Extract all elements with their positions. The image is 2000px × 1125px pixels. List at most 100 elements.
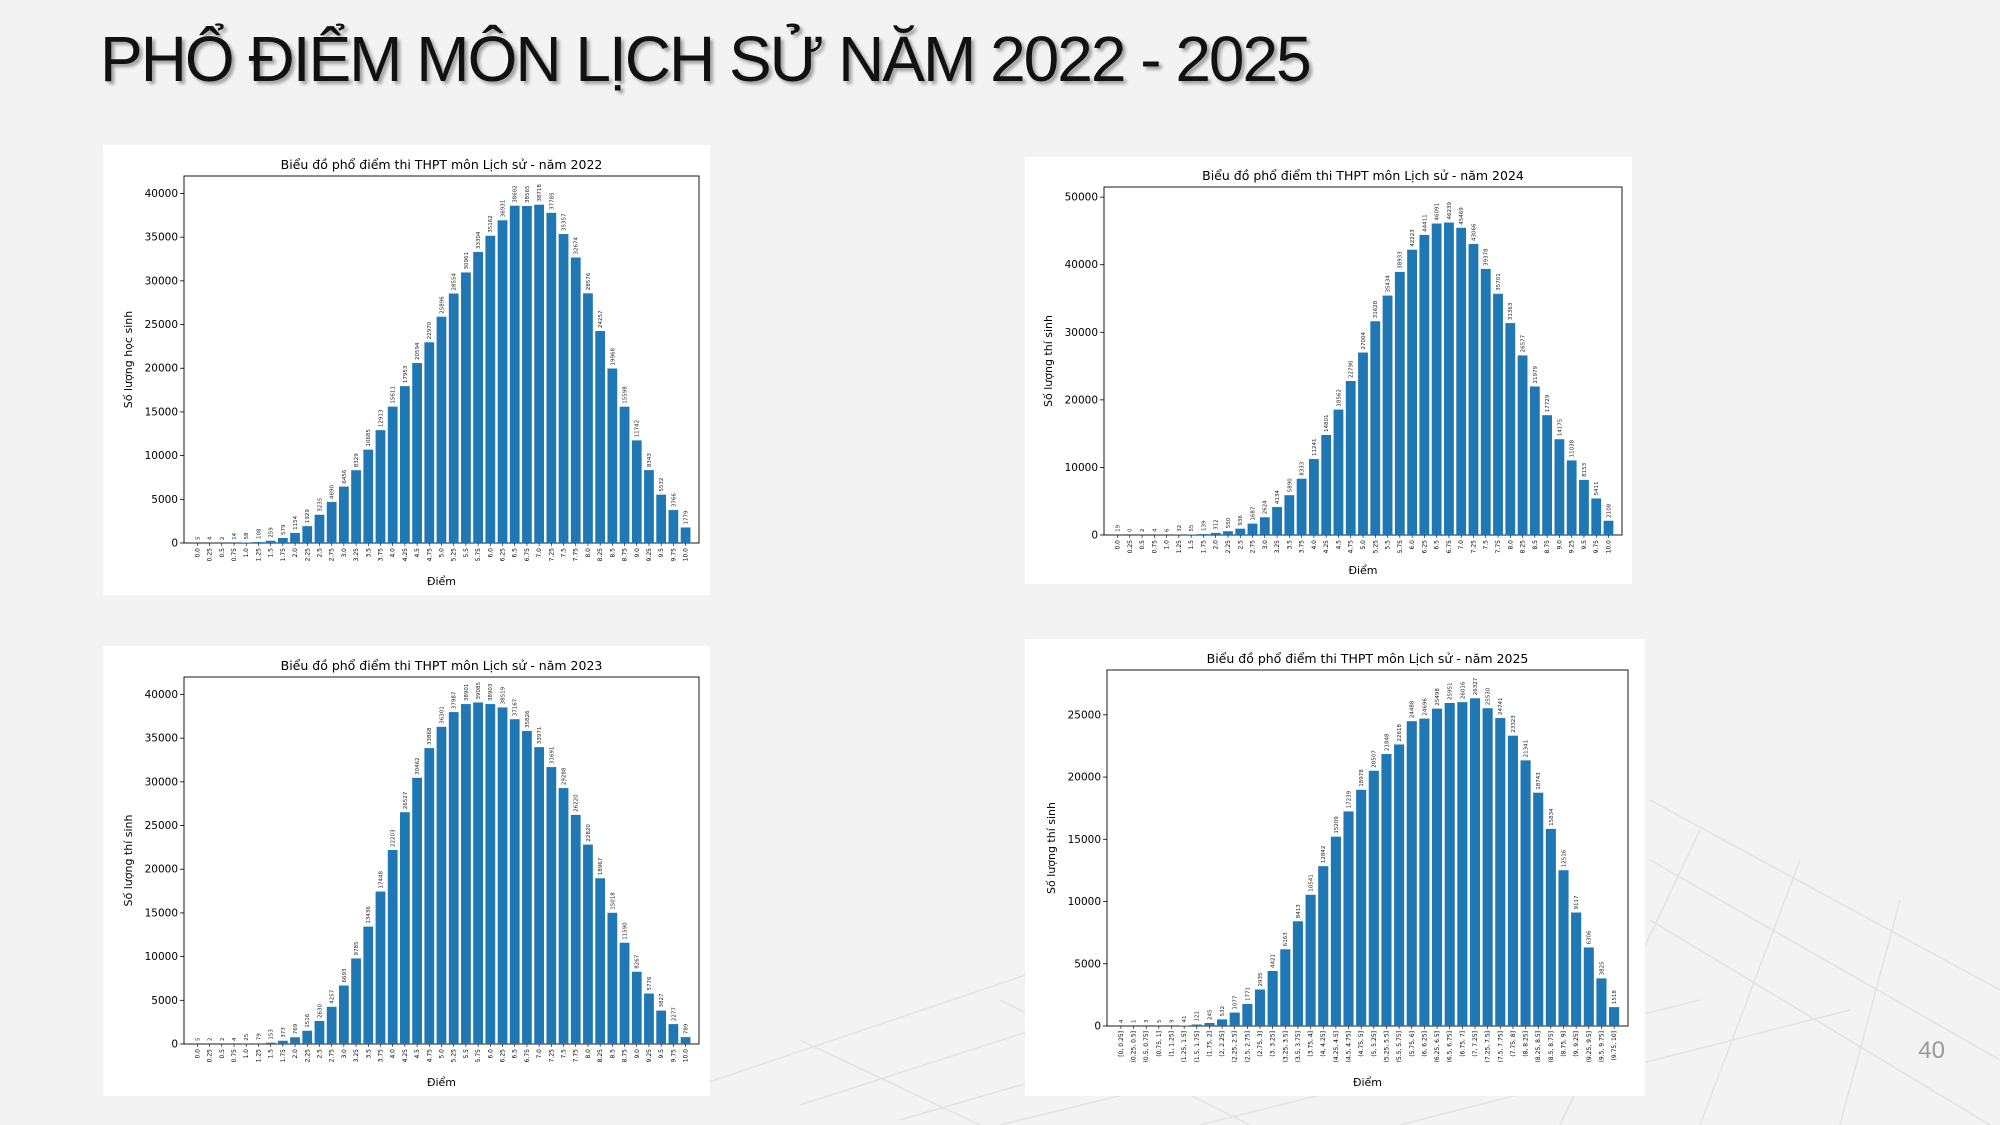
bar-value-label: 2630: [317, 1004, 323, 1018]
x-tick-label: 5.0: [439, 548, 446, 558]
bar-value-label: 6693: [342, 968, 348, 982]
x-tick-label: 5.0: [1360, 540, 1367, 550]
x-tick-label: 9.75: [1593, 540, 1600, 554]
bar-value-label: 1687: [1250, 506, 1256, 520]
bar-value-label: 3827: [659, 993, 665, 1007]
x-tick-label: 1.75: [1200, 540, 1207, 554]
bar-value-label: 28554: [452, 272, 458, 290]
bar-value-label: 30961: [464, 252, 470, 270]
bar: [1419, 718, 1430, 1026]
bar-value-label: 25: [244, 1033, 250, 1040]
y-tick-label: 0: [1094, 1021, 1101, 1033]
bar: [1505, 323, 1516, 535]
bar: [1308, 459, 1319, 535]
y-tick-label: 25000: [145, 319, 178, 331]
bar-value-label: 37785: [549, 192, 555, 210]
x-tick-label: (8.25, 8.5]: [1535, 1031, 1542, 1062]
x-tick-label: 7.75: [573, 1049, 580, 1063]
bar-value-label: 312: [1214, 519, 1220, 530]
bar-value-label: 37987: [452, 691, 458, 709]
bar-value-label: 0: [1128, 528, 1134, 532]
x-tick-label: 1.75: [280, 548, 287, 562]
x-tick-label: (5.5, 5.75]: [1396, 1031, 1403, 1062]
bar: [473, 251, 483, 543]
y-tick-label: 0: [1091, 530, 1098, 542]
bar-value-label: 18562: [1336, 389, 1342, 407]
x-tick-label: 0.5: [219, 548, 226, 558]
x-tick-label: 7.25: [548, 1049, 555, 1063]
bar: [546, 212, 557, 544]
x-tick-label: 6.25: [500, 548, 507, 562]
x-tick-label: (9.5, 9.75]: [1598, 1031, 1605, 1062]
bar: [363, 449, 374, 543]
bar-value-label: 2: [220, 536, 226, 540]
x-tick-label: 7.75: [1495, 540, 1502, 554]
x-tick-label: 8.75: [622, 1049, 629, 1063]
x-tick-label: 8.0: [1507, 540, 1514, 550]
x-tick-label: 7.25: [1470, 540, 1477, 554]
bar: [1480, 268, 1491, 535]
bar: [302, 1030, 313, 1044]
x-tick-label: (2.75, 3]: [1257, 1031, 1264, 1057]
bar-value-label: 21979: [1533, 365, 1539, 383]
x-tick-label: 8.5: [609, 548, 616, 558]
x-tick-label: 5.5: [463, 1049, 470, 1059]
bar: [607, 368, 618, 543]
bar-value-label: 26327: [1473, 677, 1479, 695]
bar-value-label: 1929: [305, 509, 311, 523]
bar-value-label: 5532: [659, 478, 665, 492]
x-tick-label: 8.0: [585, 548, 592, 558]
bar: [1394, 744, 1405, 1026]
bar-value-label: 4690: [330, 485, 336, 499]
x-tick-label: 5.75: [475, 548, 482, 562]
x-tick-label: 3.0: [341, 1049, 348, 1059]
y-tick-label: 25000: [1068, 709, 1101, 721]
x-tick-label: (1.5, 1.75]: [1194, 1031, 1201, 1062]
bar-value-label: 5776: [647, 976, 653, 990]
x-tick-label: 4.25: [402, 548, 409, 562]
x-tick-label: (1.25, 1.5]: [1181, 1031, 1188, 1062]
bar-value-label: 22820: [586, 824, 592, 842]
bar-value-label: 35826: [525, 710, 531, 728]
x-tick-label: 2.25: [304, 1049, 311, 1063]
x-tick-label: (3.75, 4]: [1308, 1031, 1315, 1057]
y-axis-label: Số lượng thí sinh: [1042, 315, 1055, 407]
bar-value-label: 4134: [1275, 490, 1281, 504]
bar-value-label: 26577: [1520, 334, 1526, 352]
x-tick-label: 8.25: [597, 1049, 604, 1063]
x-tick-label: 3.5: [1286, 540, 1293, 550]
bar-value-label: 17239: [1346, 790, 1352, 808]
x-tick-label: [0, 0.25]: [1118, 1031, 1125, 1057]
x-tick-label: (3.5, 3.75]: [1295, 1031, 1302, 1062]
bar-value-label: 27004: [1361, 332, 1367, 350]
bar-value-label: 5411: [1594, 481, 1600, 495]
bar-value-label: 8413: [1296, 904, 1302, 918]
bar: [1542, 415, 1553, 535]
bar: [522, 206, 532, 543]
bar: [1407, 249, 1418, 535]
bar: [680, 1037, 691, 1044]
y-axis-label: Số lượng thí sinh: [122, 814, 135, 906]
y-tick-label: 30000: [1065, 327, 1098, 339]
x-tick-label: (9.75, 10]: [1611, 1031, 1618, 1061]
bar: [619, 406, 630, 543]
bar: [1272, 507, 1282, 535]
chart-title: Biểu đồ phổ điểm thi THPT môn Lịch sử - …: [281, 157, 603, 172]
bar: [1545, 828, 1556, 1026]
bar: [387, 849, 398, 1044]
bar-value-label: 25896: [439, 296, 445, 314]
bar: [1566, 460, 1577, 535]
x-tick-label: (3, 3.25]: [1270, 1031, 1277, 1057]
bar: [436, 316, 447, 543]
x-tick-label: 6.5: [512, 548, 519, 558]
bar-value-label: 9117: [1574, 895, 1580, 909]
bar: [351, 470, 361, 543]
bar-value-label: 3825: [1599, 961, 1605, 975]
x-tick-label: 8.75: [622, 548, 629, 562]
bar: [1583, 947, 1594, 1026]
bar: [1394, 271, 1405, 535]
bar-value-label: 28576: [586, 272, 592, 290]
bar-value-label: 26016: [1460, 681, 1466, 699]
x-tick-label: 9.25: [646, 548, 653, 562]
bar: [1444, 702, 1455, 1026]
